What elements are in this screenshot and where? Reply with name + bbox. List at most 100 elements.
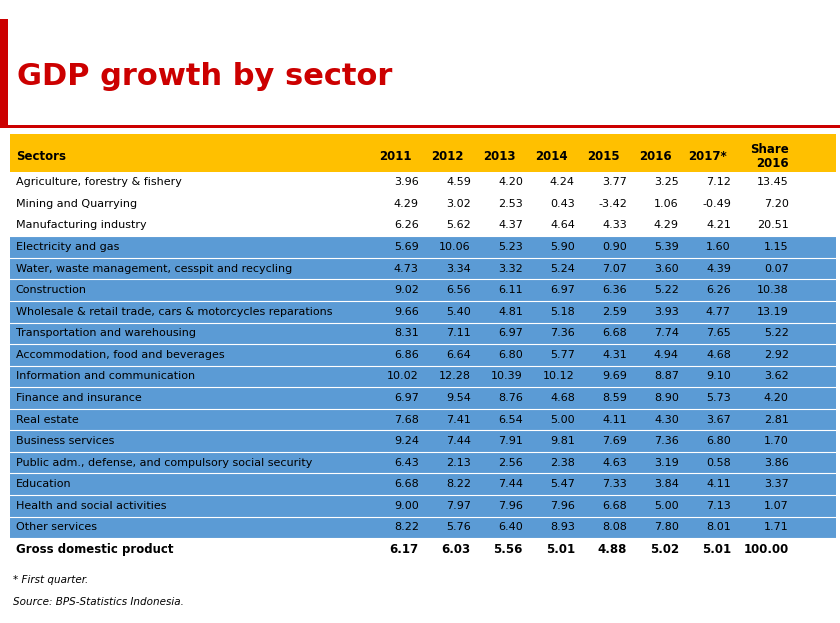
Text: 7.12: 7.12 — [706, 178, 731, 188]
Text: 3.67: 3.67 — [706, 414, 731, 424]
Bar — [10, 279, 836, 301]
Text: 2013: 2013 — [483, 150, 516, 163]
Text: Education: Education — [16, 479, 71, 489]
Text: 8.76: 8.76 — [498, 393, 522, 403]
Text: 4.94: 4.94 — [654, 350, 679, 360]
Text: Electricity and gas: Electricity and gas — [16, 242, 119, 252]
Text: Agriculture, forestry & fishery: Agriculture, forestry & fishery — [16, 178, 181, 188]
Text: 4.77: 4.77 — [706, 307, 731, 316]
Text: 8.31: 8.31 — [394, 328, 419, 338]
Text: 4.73: 4.73 — [394, 264, 419, 273]
Text: 5.39: 5.39 — [654, 242, 679, 252]
Text: 6.54: 6.54 — [498, 414, 522, 424]
Text: Other services: Other services — [16, 522, 97, 532]
Text: 9.69: 9.69 — [602, 371, 627, 381]
Text: 7.33: 7.33 — [602, 479, 627, 489]
Text: 5.47: 5.47 — [550, 479, 575, 489]
Bar — [10, 516, 836, 538]
Text: 2016: 2016 — [639, 150, 672, 163]
Text: 4.88: 4.88 — [597, 543, 627, 556]
Text: 2012: 2012 — [431, 150, 464, 163]
Text: 1.70: 1.70 — [764, 436, 789, 446]
Text: 5.90: 5.90 — [550, 242, 575, 252]
Text: 8.01: 8.01 — [706, 522, 731, 532]
Text: 7.97: 7.97 — [446, 501, 471, 511]
Text: Mining and Quarrying: Mining and Quarrying — [16, 199, 137, 209]
Bar — [10, 387, 836, 409]
Text: 7.69: 7.69 — [602, 436, 627, 446]
Text: 6.97: 6.97 — [498, 328, 522, 338]
Text: Real estate: Real estate — [16, 414, 79, 424]
Text: 5.62: 5.62 — [446, 221, 471, 231]
Text: 5.01: 5.01 — [701, 543, 731, 556]
Text: 5.22: 5.22 — [654, 285, 679, 295]
Text: 7.36: 7.36 — [550, 328, 575, 338]
Bar — [10, 366, 836, 387]
Bar — [10, 452, 836, 473]
Text: 4.20: 4.20 — [498, 178, 522, 188]
Text: 5.22: 5.22 — [764, 328, 789, 338]
Text: 10.39: 10.39 — [491, 371, 522, 381]
Text: 5.56: 5.56 — [493, 543, 522, 556]
Bar — [10, 473, 836, 495]
Text: 4.63: 4.63 — [602, 458, 627, 468]
Text: 9.54: 9.54 — [446, 393, 471, 403]
Text: 5.18: 5.18 — [550, 307, 575, 316]
Text: 10.06: 10.06 — [439, 242, 471, 252]
Text: 0.90: 0.90 — [602, 242, 627, 252]
Text: 10.02: 10.02 — [387, 371, 419, 381]
Text: Transportation and warehousing: Transportation and warehousing — [16, 328, 196, 338]
Text: 3.96: 3.96 — [394, 178, 419, 188]
Text: 4.29: 4.29 — [394, 199, 419, 209]
Bar — [10, 141, 836, 171]
Text: 3.37: 3.37 — [764, 479, 789, 489]
Text: 6.11: 6.11 — [498, 285, 522, 295]
Text: 4.64: 4.64 — [550, 221, 575, 231]
Text: 4.39: 4.39 — [706, 264, 731, 273]
Text: 2.59: 2.59 — [602, 307, 627, 316]
Text: 4.11: 4.11 — [602, 414, 627, 424]
Text: 5.73: 5.73 — [706, 393, 731, 403]
Text: Source: BPS-Statistics Indonesia.: Source: BPS-Statistics Indonesia. — [13, 597, 183, 607]
Text: 6.97: 6.97 — [550, 285, 575, 295]
Text: 3.19: 3.19 — [654, 458, 679, 468]
Text: 2.38: 2.38 — [550, 458, 575, 468]
Bar — [10, 430, 836, 452]
Text: 9.10: 9.10 — [706, 371, 731, 381]
Bar — [10, 193, 836, 215]
Text: 3.25: 3.25 — [654, 178, 679, 188]
Text: 7.11: 7.11 — [446, 328, 471, 338]
Text: 9.24: 9.24 — [394, 436, 419, 446]
Text: 4.24: 4.24 — [550, 178, 575, 188]
Text: 2.53: 2.53 — [498, 199, 522, 209]
Text: Gross domestic product: Gross domestic product — [16, 543, 173, 556]
Bar — [10, 236, 836, 258]
Text: 7.20: 7.20 — [764, 199, 789, 209]
Bar — [10, 495, 836, 516]
Text: 3.34: 3.34 — [446, 264, 471, 273]
Text: 5.23: 5.23 — [498, 242, 522, 252]
Text: 7.41: 7.41 — [446, 414, 471, 424]
Text: 4.31: 4.31 — [602, 350, 627, 360]
Text: 6.26: 6.26 — [706, 285, 731, 295]
Text: 2011: 2011 — [379, 150, 412, 163]
Text: 1.71: 1.71 — [764, 522, 789, 532]
Text: 1.15: 1.15 — [764, 242, 789, 252]
Text: 6.56: 6.56 — [446, 285, 471, 295]
Text: Sectors: Sectors — [16, 150, 66, 163]
Text: 9.02: 9.02 — [394, 285, 419, 295]
Text: 7.65: 7.65 — [706, 328, 731, 338]
Text: 3.77: 3.77 — [602, 178, 627, 188]
Text: 5.69: 5.69 — [394, 242, 419, 252]
Text: 7.36: 7.36 — [654, 436, 679, 446]
Text: 4.30: 4.30 — [654, 414, 679, 424]
Text: 6.17: 6.17 — [390, 543, 419, 556]
Text: -3.42: -3.42 — [598, 199, 627, 209]
Text: 3.32: 3.32 — [498, 264, 522, 273]
Text: 6.26: 6.26 — [394, 221, 419, 231]
Bar — [10, 301, 836, 323]
Text: Finance and insurance: Finance and insurance — [16, 393, 142, 403]
Bar — [10, 538, 836, 561]
Text: 12.28: 12.28 — [438, 371, 471, 381]
Text: 3.86: 3.86 — [764, 458, 789, 468]
